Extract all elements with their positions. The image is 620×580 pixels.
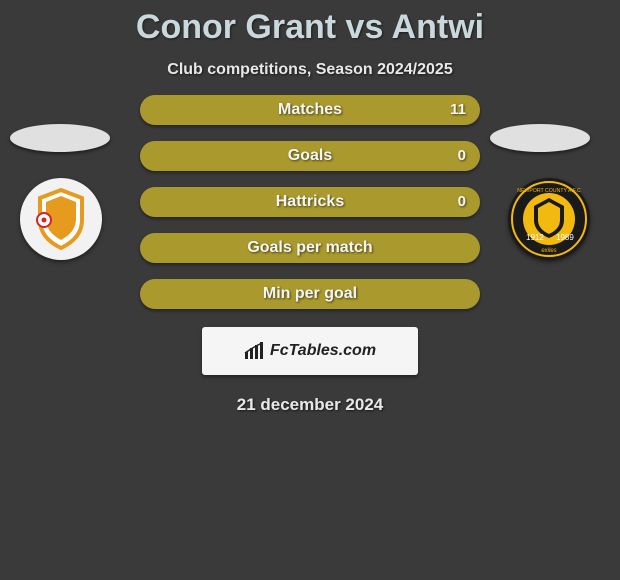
stat-right-value: 0 xyxy=(458,141,466,171)
stat-row: Min per goal xyxy=(140,279,480,309)
page-title: Conor Grant vs Antwi xyxy=(0,0,620,47)
left-team-badge xyxy=(20,178,102,260)
stat-row: Hattricks 0 xyxy=(140,187,480,217)
stat-label: Hattricks xyxy=(140,187,480,217)
stat-label: Matches xyxy=(140,95,480,125)
fctables-label: FcTables.com xyxy=(270,342,376,360)
svg-text:1989: 1989 xyxy=(556,233,574,242)
stat-label: Min per goal xyxy=(140,279,480,309)
left-ellipse xyxy=(10,124,110,152)
svg-text:1912: 1912 xyxy=(526,233,544,242)
stat-row: Goals 0 xyxy=(140,141,480,171)
subtitle: Club competitions, Season 2024/2025 xyxy=(0,61,620,79)
newport-crest-icon: 1912 1989 NEWPORT COUNTY A.F.C exiles xyxy=(510,180,588,258)
date-label: 21 december 2024 xyxy=(0,395,620,415)
bar-chart-icon xyxy=(244,342,266,360)
stat-right-value: 11 xyxy=(450,95,466,125)
right-team-badge: 1912 1989 NEWPORT COUNTY A.F.C exiles xyxy=(508,178,590,260)
right-ellipse xyxy=(490,124,590,152)
stat-label: Goals per match xyxy=(140,233,480,263)
svg-text:exiles: exiles xyxy=(541,248,556,254)
stat-label: Goals xyxy=(140,141,480,171)
svg-text:NEWPORT COUNTY A.F.C: NEWPORT COUNTY A.F.C xyxy=(517,188,581,194)
fctables-attribution: FcTables.com xyxy=(202,327,418,375)
stat-row: Goals per match xyxy=(140,233,480,263)
mk-dons-crest-icon xyxy=(28,186,94,252)
stat-right-value: 0 xyxy=(458,187,466,217)
stat-row: Matches 11 xyxy=(140,95,480,125)
